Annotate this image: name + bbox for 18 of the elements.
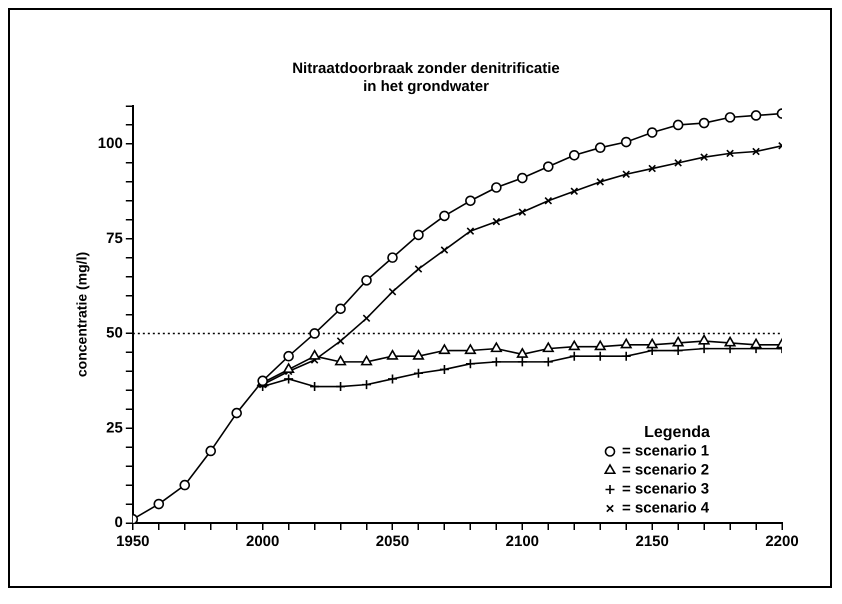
- x-tick-label: 2050: [376, 533, 410, 550]
- x-tick-label: 2150: [635, 533, 669, 550]
- chart-title: Nitraatdoorbraak zonder denitrificatie in het grondwater: [292, 60, 560, 96]
- legend-label: = scenario 2: [622, 462, 710, 479]
- y-tick-label: 25: [106, 419, 123, 436]
- legend-label: = scenario 4: [622, 500, 710, 517]
- legend-label: = scenario 1: [622, 442, 710, 460]
- y-tick-label: 50: [106, 324, 123, 342]
- legend-title: Legenda: [644, 424, 710, 441]
- y-tick-label: 100: [98, 135, 123, 152]
- y-tick-label: 75: [106, 230, 123, 247]
- y-tick-label: 0: [114, 514, 123, 532]
- legend-label: = scenario 3: [622, 480, 710, 498]
- x-tick-label: 2000: [246, 533, 280, 550]
- y-axis-title: concentratie (mg/l): [73, 252, 90, 378]
- x-tick-label: 2200: [765, 533, 799, 550]
- x-tick-label: 2100: [506, 533, 540, 550]
- x-tick-label: 1950: [116, 533, 150, 550]
